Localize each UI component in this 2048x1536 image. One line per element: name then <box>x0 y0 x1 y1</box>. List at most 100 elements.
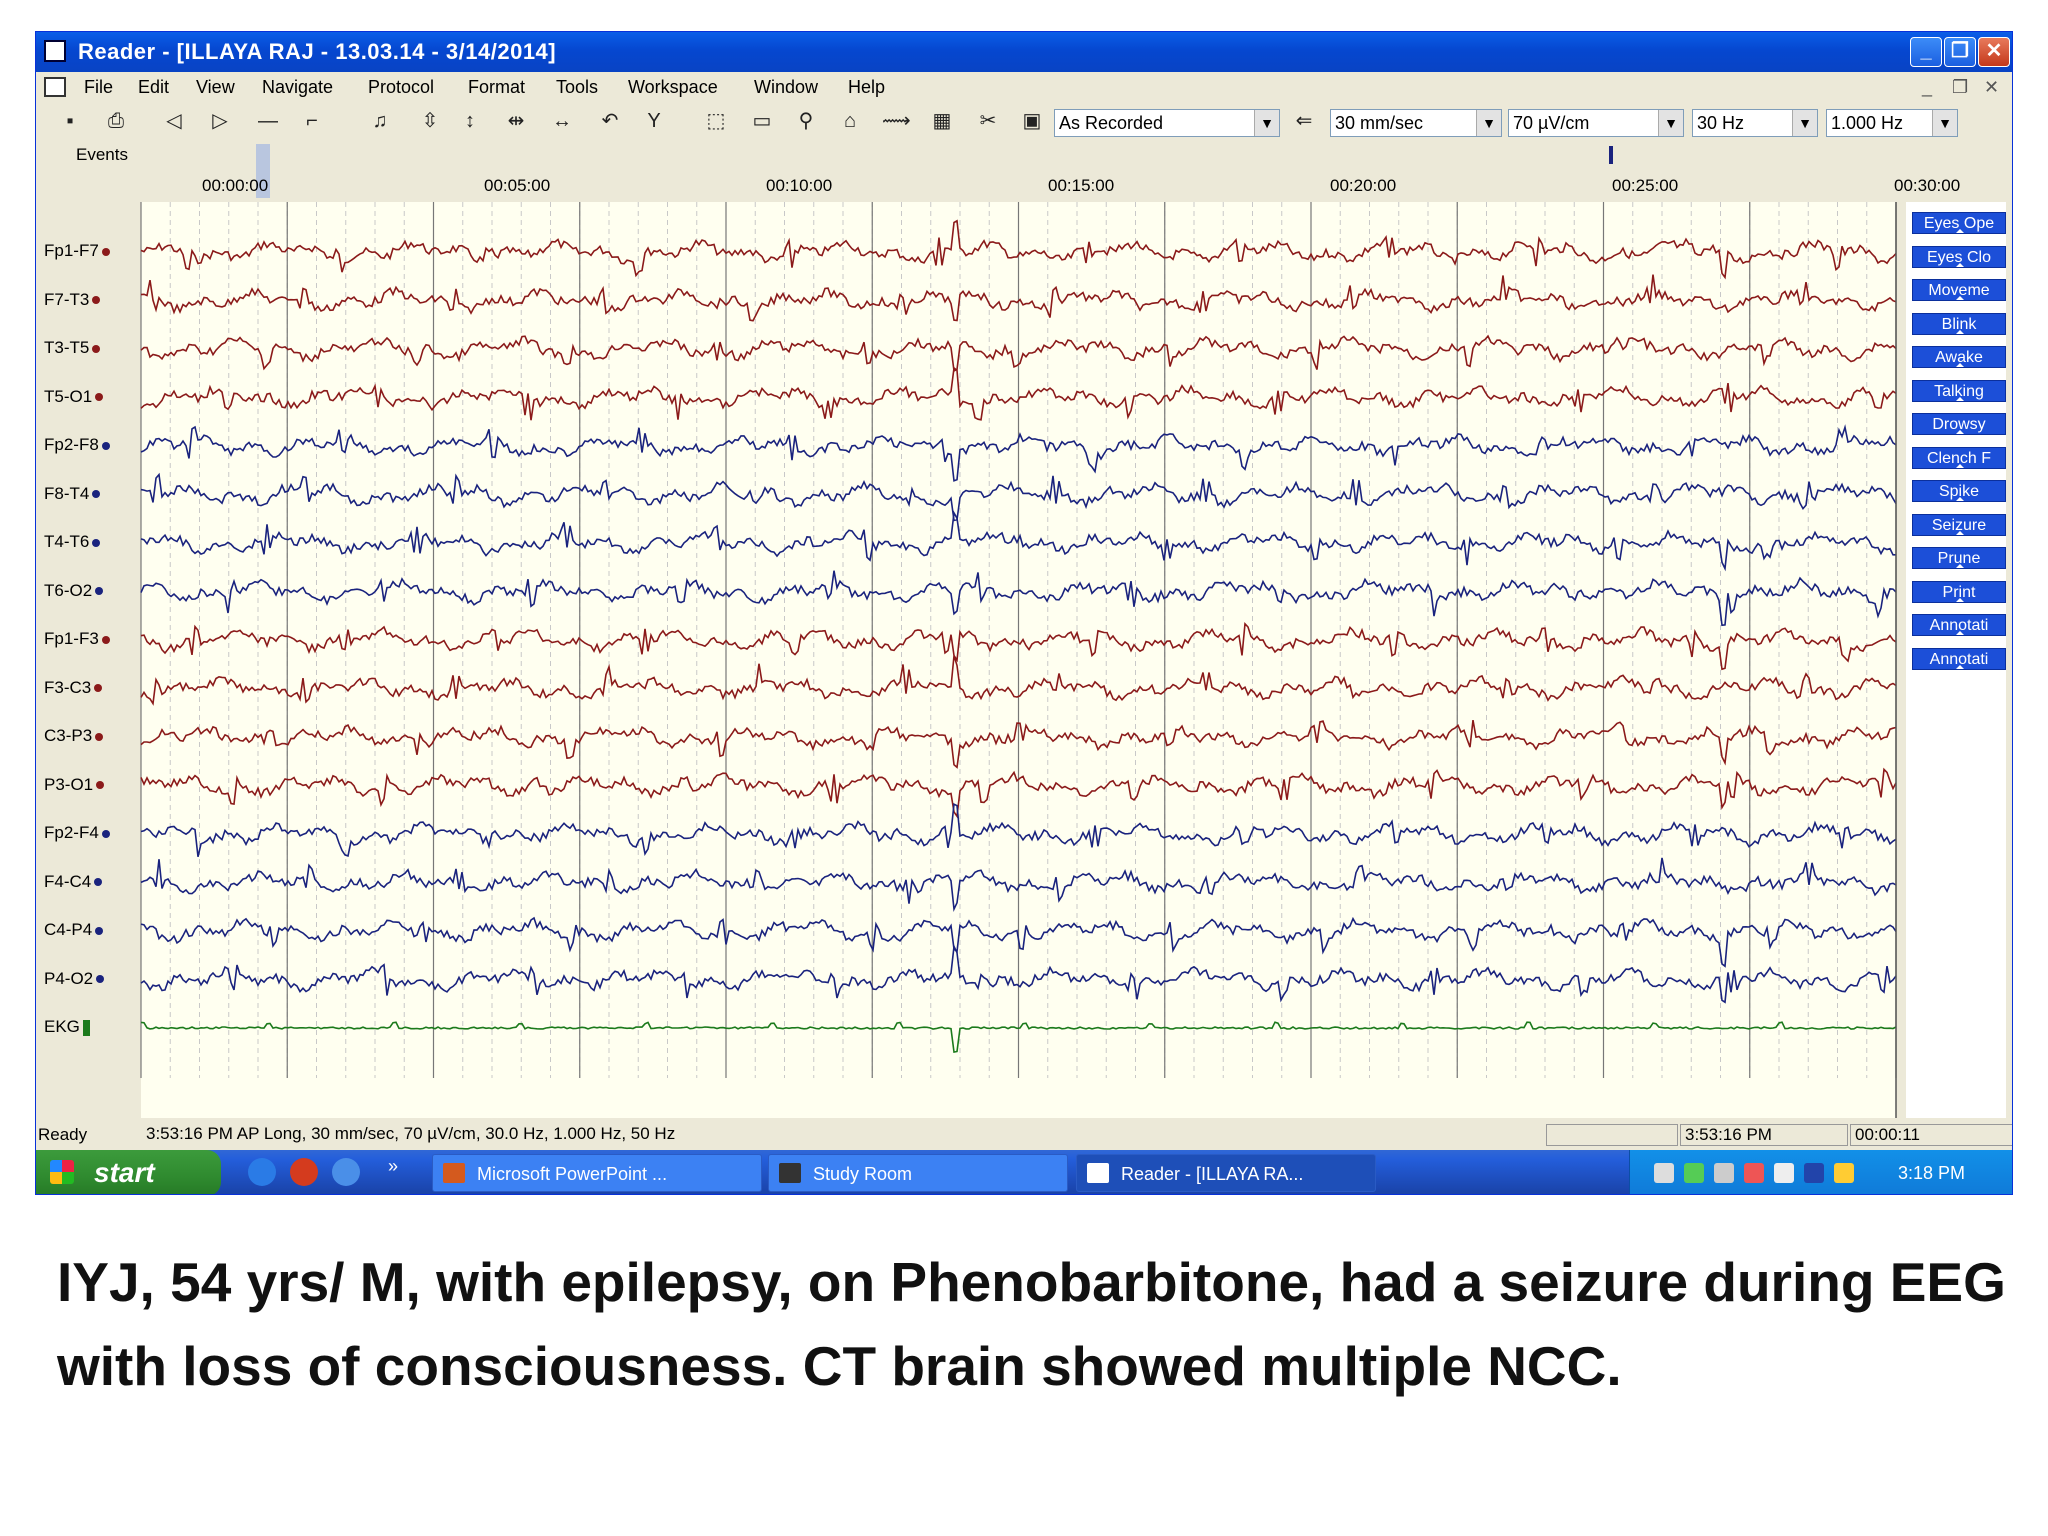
event-button[interactable]: Prune <box>1912 547 2006 569</box>
timeline-cursor[interactable] <box>256 168 270 198</box>
filter-icon[interactable]: Y <box>647 110 661 132</box>
trace-p3-o1[interactable] <box>140 767 1897 819</box>
event-marker[interactable] <box>1609 146 1613 164</box>
mdi-minimize-button[interactable]: _ <box>1922 77 1933 97</box>
waveform-icon[interactable]: ♫ <box>372 110 388 132</box>
channel-label[interactable]: C3-P3 <box>44 726 104 746</box>
chevron-down-icon[interactable]: ▼ <box>1254 110 1279 136</box>
arrow-left-icon[interactable]: ⇐ <box>1295 110 1313 132</box>
channel-label[interactable]: C4-P4 <box>44 920 104 940</box>
trace-f8-t4[interactable] <box>140 472 1897 522</box>
event-button[interactable]: Seizure <box>1912 513 2006 536</box>
event-button[interactable]: Eyes Clo <box>1912 245 2006 268</box>
position-cursor[interactable] <box>256 144 270 168</box>
trace-c4-p4[interactable] <box>140 916 1897 968</box>
channel-label[interactable]: F3-C3 <box>44 678 103 698</box>
channel-label[interactable]: Fp1-F7 <box>44 241 110 261</box>
eeg-traces[interactable] <box>36 202 1906 1118</box>
trace-p4-o2[interactable] <box>140 943 1897 1004</box>
chevron-down-icon[interactable]: ▼ <box>1932 110 1957 136</box>
menu-format[interactable]: Format <box>468 77 526 97</box>
title-bar[interactable]: Reader - [ILLAYA RAJ - 13.03.14 - 3/14/2… <box>36 32 2012 72</box>
menu-tools[interactable]: Tools <box>556 77 599 97</box>
trace-t4-t6[interactable] <box>140 510 1896 572</box>
expand-vertical-icon[interactable]: ↕ <box>465 110 475 132</box>
channel-label[interactable]: T3-T5 <box>44 338 101 358</box>
menu-file[interactable]: File <box>84 77 114 97</box>
trace-ekg[interactable] <box>140 1021 1897 1054</box>
task-powerpoint[interactable]: Microsoft PowerPoint ... <box>432 1154 762 1192</box>
undo-icon[interactable]: ↶ <box>601 110 619 132</box>
menu-protocol[interactable]: Protocol <box>368 77 435 97</box>
event-button[interactable]: Annotati <box>1912 647 2006 670</box>
page-back-icon[interactable]: ◁ <box>166 110 182 132</box>
step-icon[interactable]: ⌐ <box>306 110 318 132</box>
alert-icon[interactable] <box>1744 1163 1764 1183</box>
zoom-icon[interactable]: ⚲ <box>798 110 814 132</box>
mdi-restore-button[interactable]: ❐ <box>1952 77 1969 97</box>
expand-horizontal-icon[interactable]: ↔ <box>552 110 572 132</box>
menu-help[interactable]: Help <box>848 77 886 97</box>
trace-f4-c4[interactable] <box>140 857 1897 913</box>
compress-vertical-icon[interactable]: ⇳ <box>421 110 439 132</box>
select-icon[interactable]: ⬚ <box>706 110 726 132</box>
camera-icon[interactable]: ⌂ <box>843 110 857 132</box>
display-icon[interactable] <box>1714 1163 1734 1183</box>
channel-label[interactable]: F8-T4 <box>44 484 101 504</box>
event-button[interactable]: Eyes Ope <box>1912 212 2006 234</box>
task-study-room[interactable]: Study Room <box>768 1154 1068 1192</box>
chevron-down-icon[interactable]: ▼ <box>1476 110 1501 136</box>
volume-icon[interactable] <box>1774 1163 1794 1183</box>
window-icon[interactable]: ▣ <box>1022 110 1042 132</box>
cut-icon[interactable]: ✂ <box>979 110 997 132</box>
event-button[interactable]: Talking <box>1912 379 2006 402</box>
low-filter-select[interactable]: 1.000 Hz ▼ <box>1826 109 1958 137</box>
event-button[interactable]: Awake <box>1912 346 2006 368</box>
event-button[interactable]: Moveme <box>1912 279 2006 301</box>
channel-label[interactable]: P4-O2 <box>44 969 105 989</box>
channel-label[interactable]: T4-T6 <box>44 532 101 552</box>
event-button[interactable]: Drowsy <box>1912 413 2006 435</box>
close-button[interactable]: ✕ <box>1978 37 2010 67</box>
trace-fp1-f7[interactable] <box>140 219 1897 280</box>
eeg-display[interactable]: Fp1-F7 F7-T3 T3-T5 T5-O1 Fp2-F8 F8-T4 T4-T6 T6-… <box>36 202 1996 1143</box>
trace-t3-t5[interactable] <box>140 334 1897 373</box>
start-button[interactable]: start <box>36 1150 221 1194</box>
speed-select[interactable]: 30 mm/sec ▼ <box>1330 109 1502 137</box>
compress-horizontal-icon[interactable]: ⇹ <box>507 110 525 132</box>
channel-label[interactable]: F7-T3 <box>44 290 101 310</box>
menu-workspace[interactable]: Workspace <box>628 77 718 97</box>
menu-navigate[interactable]: Navigate <box>262 77 334 97</box>
menu-view[interactable]: View <box>196 77 235 97</box>
event-button[interactable]: Print <box>1912 580 2006 603</box>
event-button[interactable]: Spike <box>1912 480 2006 502</box>
ie-icon[interactable] <box>248 1158 276 1186</box>
chevron-down-icon[interactable]: ▼ <box>1658 110 1683 136</box>
event-button[interactable]: Clench F <box>1912 446 2006 469</box>
high-filter-select[interactable]: 30 Hz ▼ <box>1692 109 1818 137</box>
channel-label[interactable]: F4-C4 <box>44 872 103 892</box>
page-forward-icon[interactable]: ▷ <box>212 110 228 132</box>
timeline-ruler[interactable]: 00:00:00 00:05:00 00:10:00 00:15:00 00:2… <box>36 168 2012 198</box>
trace-f7-t3[interactable] <box>140 274 1897 322</box>
monitor-icon[interactable] <box>1804 1163 1824 1183</box>
task-reader[interactable]: Reader - [ILLAYA RA... <box>1076 1154 1376 1192</box>
event-button[interactable]: Annotati <box>1912 614 2006 636</box>
montage-select[interactable]: As Recorded ▼ <box>1054 109 1280 137</box>
marquee-icon[interactable]: ▭ <box>752 110 772 132</box>
chevron-down-icon[interactable]: ▼ <box>1792 110 1817 136</box>
channel-label[interactable]: Fp2-F4 <box>44 823 110 843</box>
channel-label[interactable]: Fp1-F3 <box>44 629 110 649</box>
events-bar[interactable]: Events <box>36 142 2012 168</box>
trace-fp2-f4[interactable] <box>140 803 1897 857</box>
channel-label[interactable]: EKG <box>44 1017 90 1037</box>
minimize-button[interactable]: _ <box>1910 37 1942 67</box>
network-icon[interactable] <box>1654 1163 1674 1183</box>
menu-window[interactable]: Window <box>754 77 819 97</box>
trace-t5-o1[interactable] <box>140 366 1897 421</box>
sensitivity-select[interactable]: 70 µV/cm ▼ <box>1508 109 1684 137</box>
save-icon[interactable]: ▪ <box>66 110 74 132</box>
channel-label[interactable]: T6-O2 <box>44 581 104 601</box>
print-icon[interactable]: ⎙ <box>108 110 124 132</box>
browser-icon[interactable] <box>332 1158 360 1186</box>
